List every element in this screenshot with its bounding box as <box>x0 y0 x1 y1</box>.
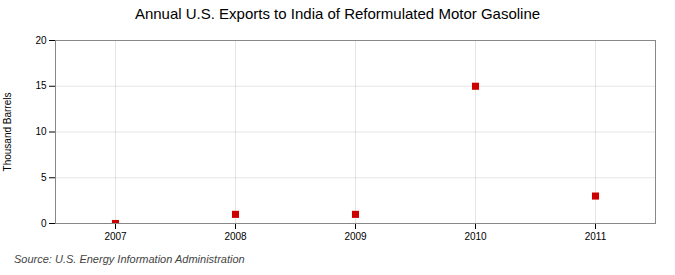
svg-text:2007: 2007 <box>104 231 127 242</box>
html-text:Source: U.S. Energy Informatio: Source: U.S. Energy Information Administ… <box>14 253 245 265</box>
svg-text:2008: 2008 <box>224 231 247 242</box>
svg-text:10: 10 <box>35 126 47 137</box>
svg-text:2010: 2010 <box>464 231 487 242</box>
svg-text:2011: 2011 <box>585 231 607 242</box>
svg-text:0: 0 <box>41 218 47 229</box>
svg-text:Thousand Barrels: Thousand Barrels <box>2 93 13 172</box>
html-text:Annual U.S. Exports to India o: Annual U.S. Exports to India of Reformul… <box>134 5 541 22</box>
svg-text:15: 15 <box>35 80 47 91</box>
svg-text:20: 20 <box>35 35 47 46</box>
svg-text:2009: 2009 <box>344 231 367 242</box>
svg-text:5: 5 <box>41 172 47 183</box>
